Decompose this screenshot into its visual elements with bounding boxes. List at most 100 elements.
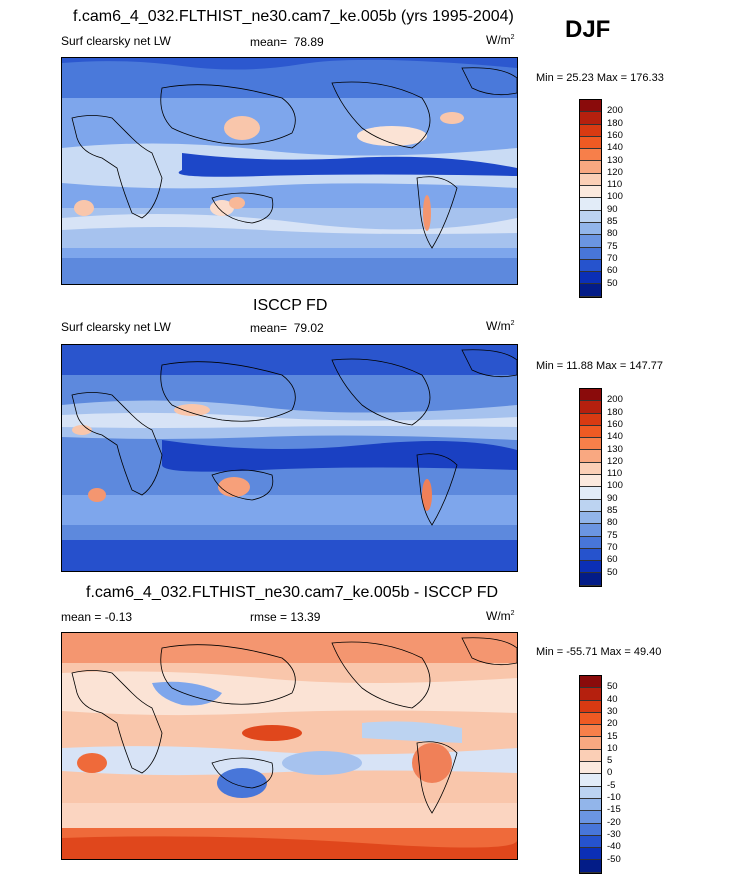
colorbar-tick-label: 100 [607,480,623,492]
panel2-variable: Surf clearsky net LW [61,320,171,334]
colorbar-observations [579,388,602,587]
colorbar-swatch [580,848,601,861]
colorbar-swatch [580,173,601,187]
colorbar-tick-label: 80 [607,228,618,240]
colorbar-swatch [580,124,601,137]
colorbar-swatch [580,425,601,439]
colorbar-swatch [580,210,601,223]
colorbar-tick-label: 90 [607,492,618,504]
panel3-minmax: Min = -55.71 Max = 49.40 [536,646,662,658]
colorbar-tick-label: 110 [607,179,623,191]
colorbar-tick-label: -50 [607,853,621,865]
panel1-variable: Surf clearsky net LW [61,34,171,48]
colorbar-tick-label: 0 [607,767,613,779]
colorbar-difference [579,675,602,874]
colorbar-swatch [580,389,601,402]
colorbar-swatch [580,413,601,426]
colorbar-swatch [580,487,601,500]
colorbar-swatch [580,499,601,512]
colorbar-swatch [580,161,601,174]
colorbar-swatch [580,149,601,162]
panel2-mean: mean= 79.02 [250,321,324,335]
map-panel-difference [61,632,518,860]
colorbar-model [579,99,602,298]
colorbar-tick-label: 60 [607,265,618,277]
panel3-units: W/m2 [486,609,515,623]
map-panel-observations [61,344,518,572]
colorbar-tick-label: 50 [607,566,618,578]
colorbar-swatch [580,774,601,787]
colorbar-tick-label: 130 [607,154,623,166]
colorbar-swatch [580,222,601,236]
panel1-minmax: Min = 25.23 Max = 176.33 [536,72,664,84]
colorbar-swatch [580,573,601,586]
colorbar-swatch [580,798,601,812]
colorbar-swatch [580,548,601,562]
colorbar-swatch [580,450,601,463]
colorbar-tick-label: 200 [607,394,623,406]
panel1-mean: mean= 78.89 [250,35,324,49]
panel1-title: f.cam6_4_032.FLTHIST_ne30.cam7_ke.005b (… [73,8,514,25]
colorbar-tick-label: 160 [607,129,623,141]
colorbar-tick-label: 70 [607,252,618,264]
colorbar-tick-label: 40 [607,693,618,705]
colorbar-tick-label: -30 [607,828,621,840]
colorbar-tick-label: 15 [607,730,618,742]
colorbar-swatch [580,235,601,248]
colorbar-swatch [580,401,601,414]
panel3-title: f.cam6_4_032.FLTHIST_ne30.cam7_ke.005b -… [86,584,499,601]
colorbar-tick-label: 10 [607,742,618,754]
colorbar-swatch [580,700,601,713]
colorbar-swatch [580,749,601,763]
colorbar-tick-label: 50 [607,681,618,693]
colorbar-tick-label: 200 [607,105,623,117]
colorbar-swatch [580,511,601,525]
colorbar-swatch [580,536,601,549]
colorbar-tick-label: 140 [607,431,623,443]
colorbar-tick-label: -40 [607,841,621,853]
colorbar-swatch [580,438,601,451]
colorbar-tick-label: 70 [607,541,618,553]
colorbar-swatch [580,762,601,775]
colorbar-tick-label: 30 [607,705,618,717]
colorbar-tick-label: 160 [607,418,623,430]
colorbar-swatch [580,100,601,113]
colorbar-tick-label: 75 [607,240,618,252]
colorbar-tick-label: 60 [607,554,618,566]
colorbar-swatch [580,712,601,726]
colorbar-tick-label: 85 [607,505,618,516]
colorbar-swatch [580,198,601,211]
colorbar-swatch [580,737,601,750]
panel2-units: W/m2 [486,319,515,333]
colorbar-swatch [580,247,601,260]
colorbar-tick-label: 20 [607,718,618,730]
colorbar-swatch [580,186,601,199]
colorbar-swatch [580,823,601,836]
colorbar-tick-label: 130 [607,443,623,455]
colorbar-swatch [580,561,601,574]
colorbar-tick-label: 120 [607,166,623,178]
colorbar-tick-label: 80 [607,517,618,529]
season-label: DJF [565,16,611,43]
colorbar-tick-label: 75 [607,529,618,541]
colorbar-swatch [580,676,601,689]
colorbar-swatch [580,462,601,476]
panel2-minmax: Min = 11.88 Max = 147.77 [536,360,663,372]
colorbar-swatch [580,786,601,799]
colorbar-swatch [580,860,601,873]
colorbar-tick-label: 100 [607,191,623,203]
colorbar-swatch [580,835,601,849]
panel2-title: ISCCP FD [253,297,328,314]
colorbar-tick-label: 110 [607,468,623,480]
colorbar-swatch [580,475,601,488]
colorbar-swatch [580,284,601,297]
colorbar-swatch [580,272,601,285]
colorbar-tick-label: 120 [607,455,623,467]
colorbar-tick-label: -15 [607,804,621,816]
panel3-rmse: rmse = 13.39 [250,610,321,624]
colorbar-swatch [580,524,601,537]
colorbar-tick-label: 180 [607,406,623,418]
colorbar-tick-label: 180 [607,117,623,129]
colorbar-tick-label: 50 [607,277,618,289]
colorbar-tick-label: 85 [607,216,618,227]
